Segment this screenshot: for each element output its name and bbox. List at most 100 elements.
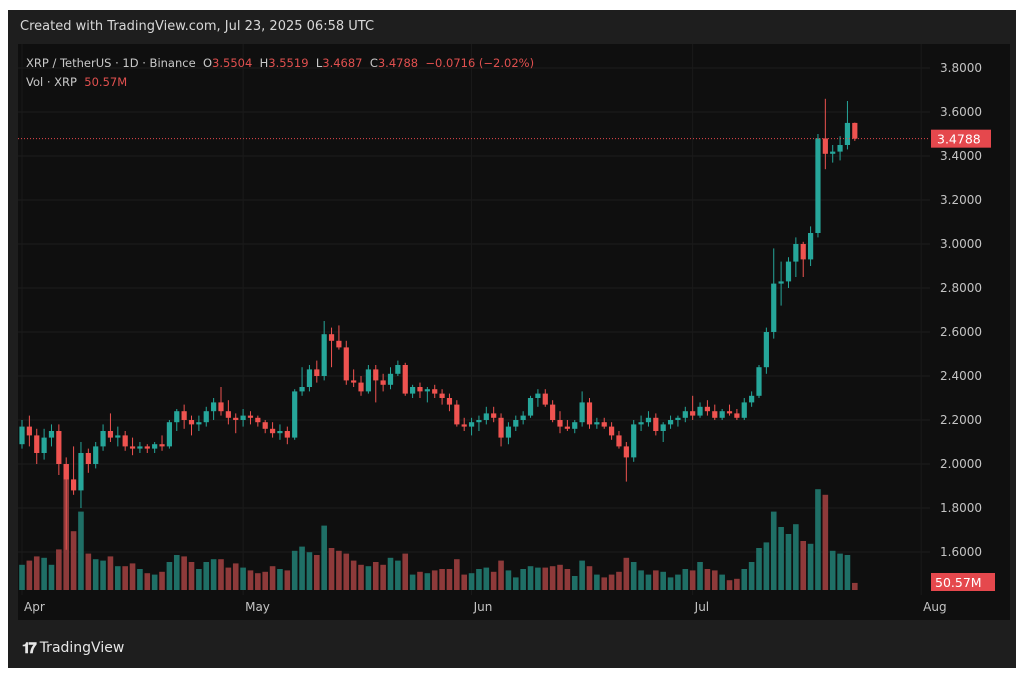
change-value: −0.0716 (−2.02%) [425,56,535,70]
candle-body [19,426,25,445]
candle-body [498,417,504,438]
volume-bar [115,566,121,590]
candle-body [63,464,69,480]
candle-body [159,444,165,447]
candle-body [181,411,187,420]
candle-body [609,426,615,436]
candle-body [203,411,209,423]
candle-body [48,431,55,438]
volume-label[interactable]: Vol · XRP [26,75,77,89]
volume-bar [829,550,836,590]
candle-body [137,446,143,449]
symbol-name[interactable]: XRP / TetherUS · 1D · Binance [26,56,196,70]
volume-bar [173,555,180,590]
volume-bar [92,559,99,590]
candle-body [373,369,379,381]
candle-body [594,422,600,425]
y-tick-label: 1.6000 [940,545,982,559]
candle-body [505,426,512,438]
volume-bar [476,569,482,590]
volume-bar [306,552,313,590]
candle-body [572,422,578,429]
candle-body [461,424,467,427]
volume-bar [417,571,423,590]
candle-body [483,413,489,420]
x-tick-label: Aug [923,600,946,614]
candle-body [129,446,136,449]
x-tick-label: May [245,600,270,614]
volume-value: 50.57M [84,75,128,89]
volume-bar [33,556,40,590]
tradingview-logo-icon: 𝟏𝟕 [22,639,37,657]
candle-body [144,446,150,449]
candle-body [697,406,703,416]
volume-bar [188,562,195,590]
candle-body [454,404,460,425]
volume-bar [365,566,372,590]
candle-body [424,389,430,392]
candle-body [211,402,217,412]
volume-bar [748,562,755,590]
volume-bar [291,550,298,590]
volume-bar [734,578,740,590]
volume-bar [26,560,33,590]
footer-brand[interactable]: 𝟏𝟕 TradingView [22,639,124,657]
volume-bar [321,525,327,590]
candle-body [299,387,305,392]
volume-bar [144,573,151,590]
candle-body [269,428,276,434]
volume-bar [70,531,77,590]
y-tick-label: 2.0000 [940,457,982,471]
candle-body [395,365,401,374]
volume-bar [277,569,283,590]
volume-bar [446,569,453,590]
candle-body [115,435,121,438]
volume-bar [564,569,571,590]
volume-bar [837,553,843,590]
candle-body [734,413,740,418]
candle-body [690,411,696,416]
candle-body [174,411,180,423]
candle-body [417,387,423,392]
candle-body [667,420,674,425]
volume-bar [645,574,652,590]
y-tick-label: 3.2000 [940,193,982,207]
volume-bar [697,562,703,590]
volume-bar [571,576,578,590]
candle-body [542,393,548,405]
volume-bar [608,574,615,590]
volume-bar [741,569,748,590]
volume-bar [579,560,585,590]
volume-bar [284,570,291,590]
volume-bar [638,570,644,590]
volume-bar [100,560,106,590]
candle-body [292,391,298,438]
candle-body [645,417,652,423]
volume-bar [439,569,445,590]
candle-body [446,398,453,405]
volume-bar [594,574,600,590]
volume-bar [468,573,475,590]
candle-body [351,380,357,383]
volume-bar [601,577,608,590]
volume-bar [793,524,799,590]
high-value: 3.5519 [268,56,309,70]
candle-body [741,402,747,418]
volume-bar [711,570,718,590]
candle-body [675,417,681,420]
x-tick-label: Jun [473,600,493,614]
y-tick-label: 2.4000 [940,369,982,383]
volume-bar [630,562,637,590]
candle-body [800,244,806,260]
volume-bar [269,566,276,590]
volume-bar [667,577,674,590]
volume-bar [41,557,47,590]
candle-body [704,406,711,412]
candle-body [262,422,268,429]
created-with-caption: Created with TradingView.com, Jul 23, 20… [20,19,375,34]
candle-body [778,281,784,284]
volume-bar [557,564,563,590]
candle-body [196,422,202,425]
volume-bar [852,582,858,590]
